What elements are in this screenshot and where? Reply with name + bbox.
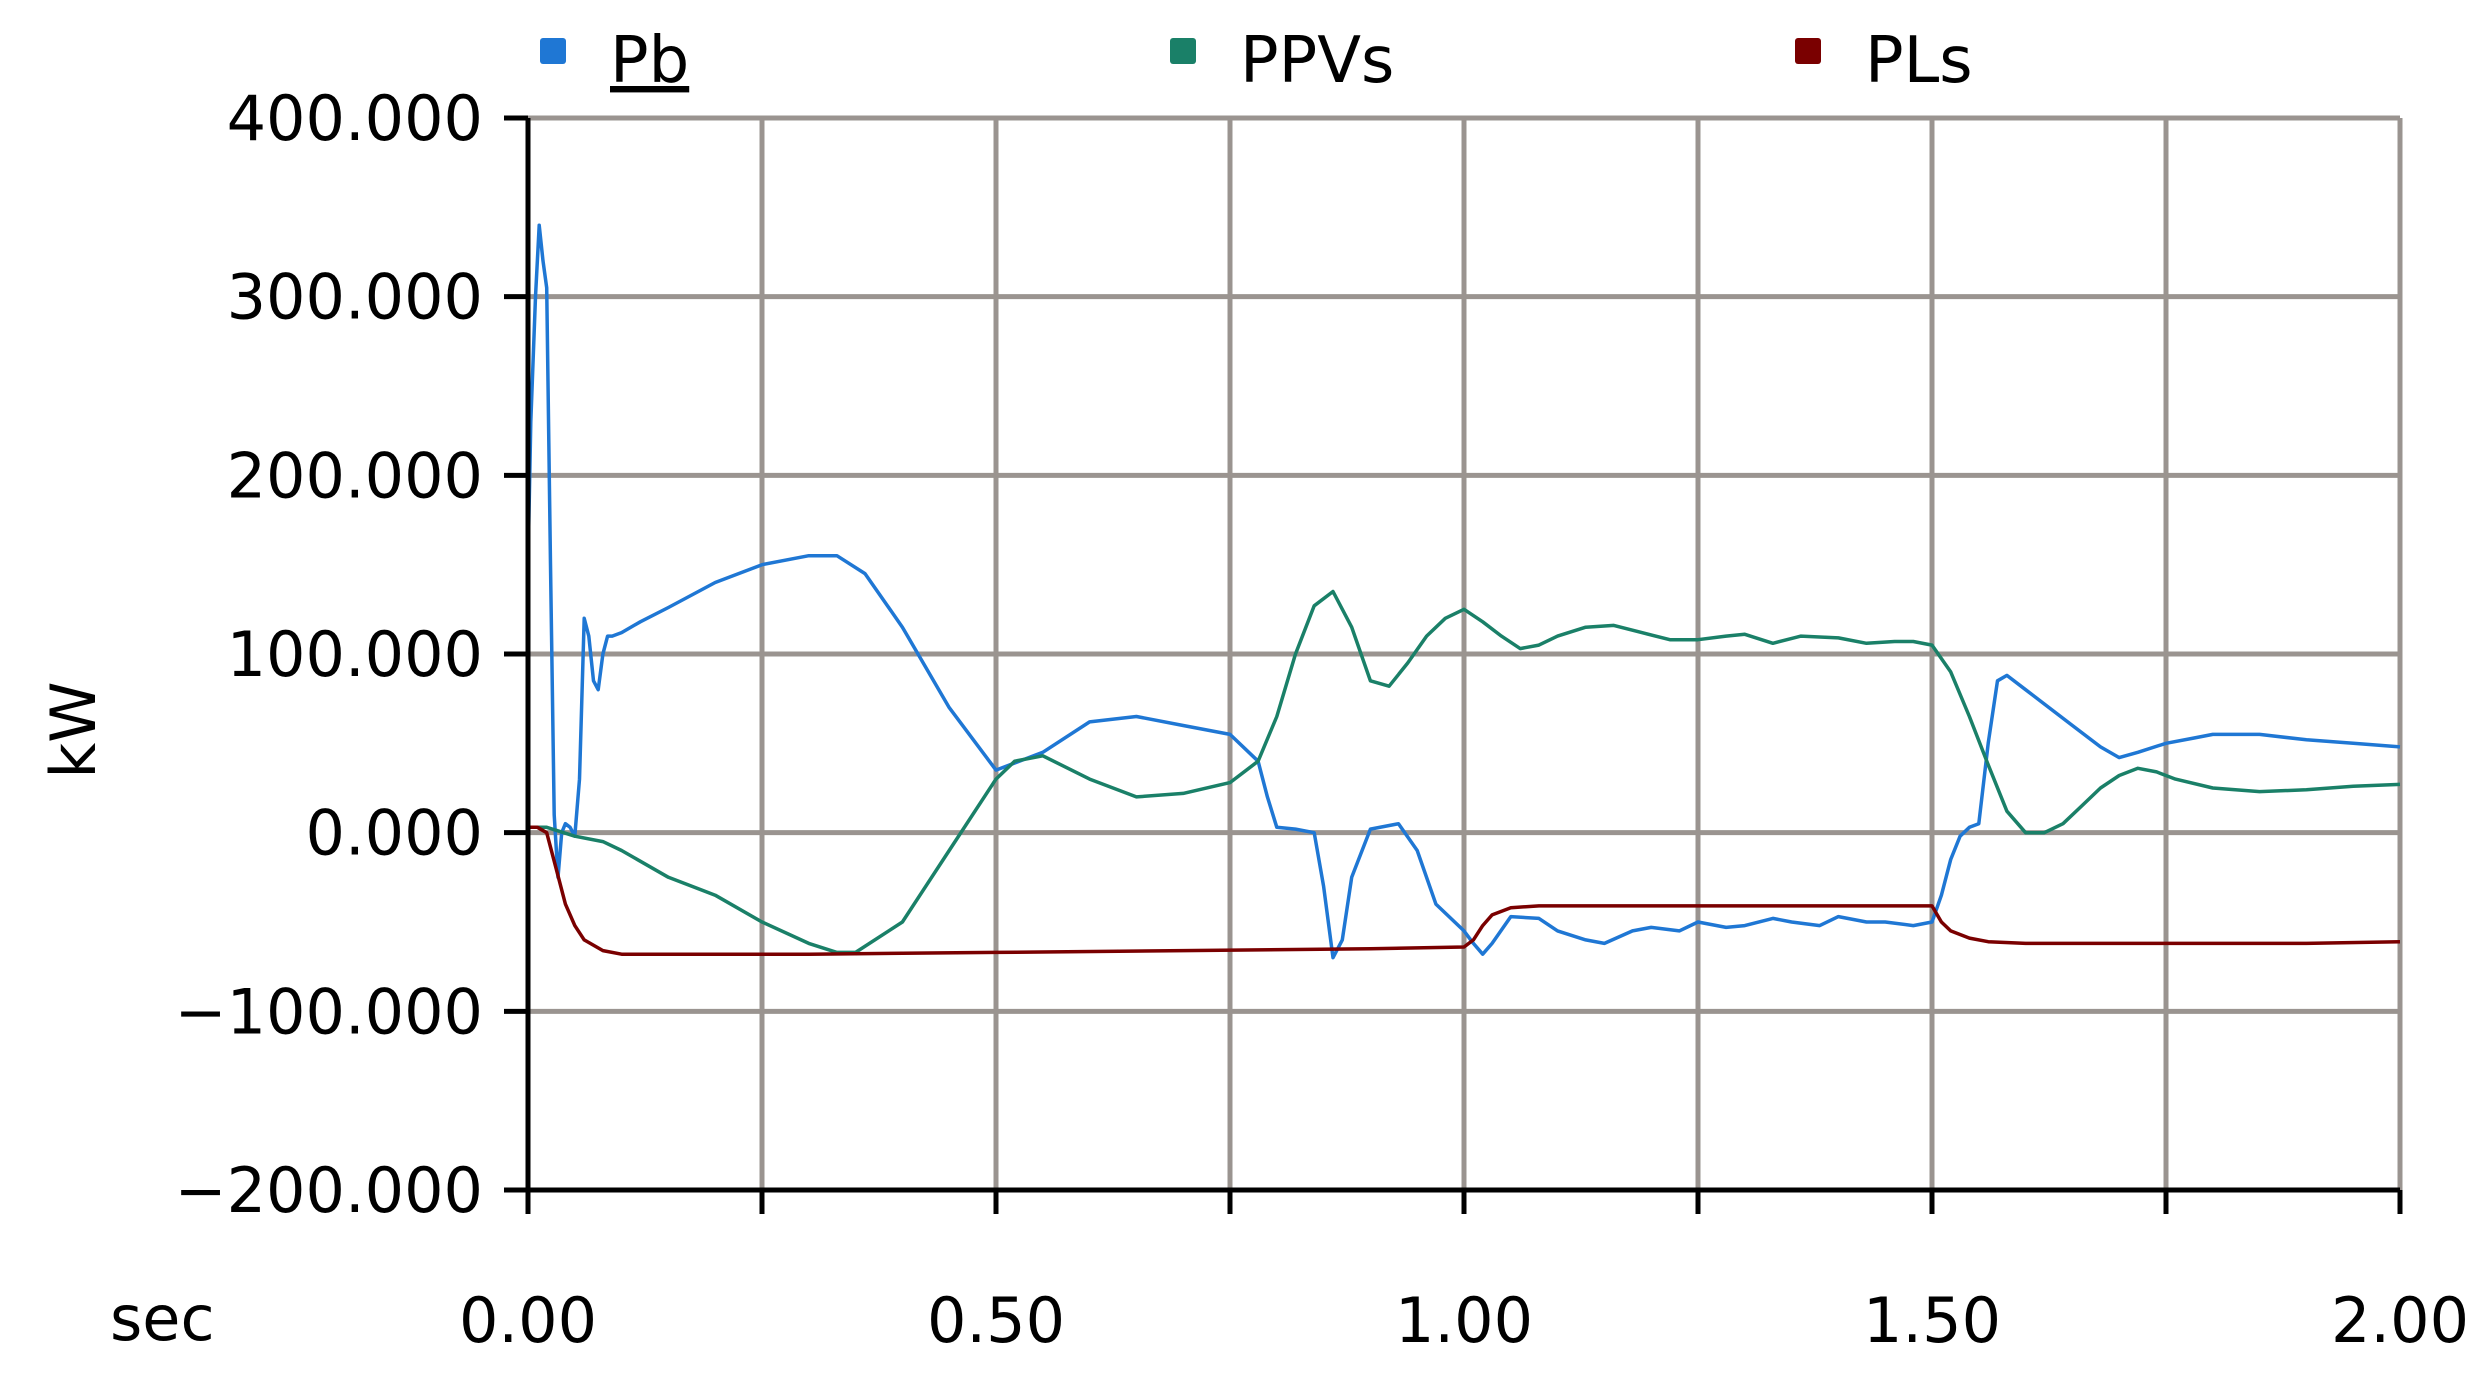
legend: Pb PPVs PLs <box>540 24 1973 98</box>
series-line-ppvs <box>528 589 2401 955</box>
x-tick-label: 0.00 <box>459 1284 597 1357</box>
y-tick-label: 100.000 <box>227 618 483 691</box>
axes <box>504 115 2403 1214</box>
y-tick-label: 200.000 <box>227 439 483 512</box>
legend-label-pb: Pb <box>610 24 689 98</box>
series-line-pls <box>528 825 2401 956</box>
x-tick-label: 1.50 <box>1863 1284 2001 1357</box>
x-axis-title: sec <box>110 1282 215 1355</box>
y-tick-label: −200.000 <box>175 1154 483 1227</box>
y-tick-labels: 400.000 300.000 200.000 100.000 0.000 −100.00… <box>175 82 483 1227</box>
x-tick-labels: 0.00 0.50 1.00 1.50 2.00 <box>459 1284 2469 1357</box>
x-tick-label: 1.00 <box>1395 1284 1533 1357</box>
series-lines <box>526 223 2401 960</box>
y-tick-label: −100.000 <box>175 975 483 1048</box>
x-tick-label: 0.50 <box>927 1284 1065 1357</box>
y-tick-label: 0.000 <box>306 797 484 870</box>
legend-swatch-pb <box>540 38 566 64</box>
x-tick-label: 2.00 <box>2331 1284 2469 1357</box>
y-tick-label: 400.000 <box>227 82 483 155</box>
legend-label-pls: PLs <box>1865 24 1973 98</box>
legend-swatch-pls <box>1795 38 1821 64</box>
y-axis-title: kW <box>37 681 110 778</box>
legend-swatch-ppvs <box>1170 38 1196 64</box>
grid-lines <box>528 115 2403 1190</box>
y-tick-label: 300.000 <box>227 261 483 334</box>
legend-label-ppvs: PPVs <box>1240 24 1394 98</box>
series-line-pb <box>526 223 2401 960</box>
